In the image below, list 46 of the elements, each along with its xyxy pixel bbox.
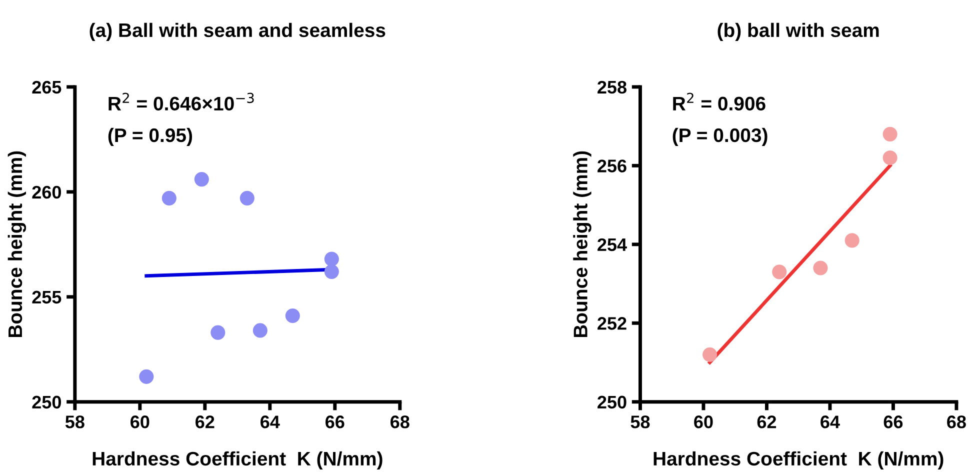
x-tick-label: 60 — [694, 416, 713, 428]
y-tick-label: 256 — [598, 160, 626, 172]
x-tick-label: 58 — [630, 416, 650, 428]
x-tick-label: 60 — [130, 416, 150, 428]
x-tick-label: 62 — [757, 416, 776, 428]
point — [240, 190, 254, 206]
chart-title: (b) ball with seam — [718, 22, 879, 41]
y-tick-label: 252 — [598, 317, 626, 330]
point — [324, 252, 339, 266]
x-tick-label: 64 — [260, 416, 280, 428]
y-tick-label: 250 — [32, 396, 61, 409]
point — [813, 260, 828, 276]
x-tick-label: 68 — [947, 416, 966, 428]
point — [844, 233, 860, 248]
y-tick-label: 265 — [32, 80, 62, 94]
chart-title: (a) Ball with seam and seamless — [90, 22, 386, 41]
y-tick-label: 254 — [598, 238, 627, 252]
x-tick-label: 62 — [196, 416, 214, 428]
x-tick-label: 66 — [884, 416, 903, 428]
x-tick-label: 66 — [326, 416, 344, 428]
annotation: R$^{2}$ = 0.906 — [673, 92, 766, 111]
point — [772, 264, 787, 280]
annotation: R$^{2}$ = 0.646×10$^{−3}$ — [108, 92, 254, 111]
point — [702, 347, 718, 362]
point — [139, 369, 154, 384]
point — [324, 264, 339, 279]
point — [194, 172, 209, 187]
y-tick-label: 250 — [598, 396, 626, 409]
point — [252, 323, 268, 338]
point — [162, 190, 176, 206]
annotation: (P = 0.003) — [672, 128, 768, 146]
y-axis-title: Bounce height (mm) — [573, 151, 592, 338]
x-tick-label: 58 — [65, 416, 84, 428]
point — [285, 308, 300, 324]
y-axis-title: Bounce height (mm) — [8, 151, 26, 338]
point — [210, 325, 226, 340]
x-axis-title: Hardness Coefficient K (N/mm) — [654, 451, 944, 470]
x-tick-label: 64 — [820, 416, 840, 428]
point — [882, 126, 898, 142]
point — [882, 150, 898, 166]
x-tick-label: 68 — [390, 416, 410, 428]
y-tick-label: 260 — [32, 186, 61, 199]
y-tick-label: 255 — [32, 290, 62, 304]
x-axis-title: Hardness Coefficient K (N/mm) — [92, 451, 382, 470]
y-tick-label: 258 — [598, 80, 626, 94]
annotation: (P = 0.95) — [108, 128, 192, 146]
